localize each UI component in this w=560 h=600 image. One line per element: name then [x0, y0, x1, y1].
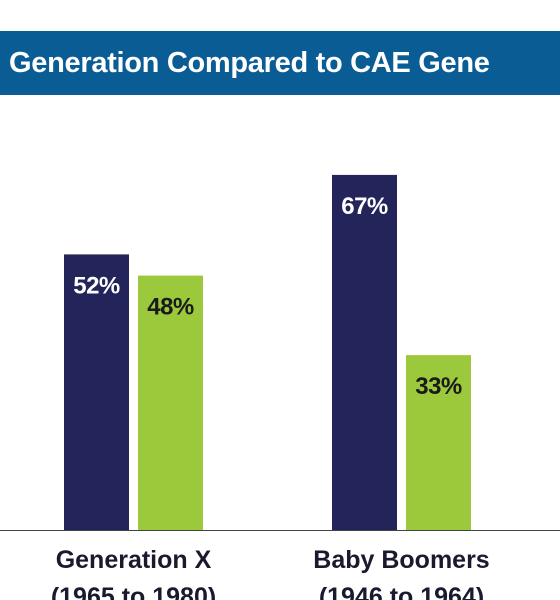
- bar-s1-c0: [138, 275, 203, 530]
- category-sublabel: (1946 to 1964): [319, 583, 484, 600]
- category-label: Generation X: [56, 546, 212, 574]
- bar-value-label: 67%: [341, 193, 388, 220]
- bar-s0-c1: [332, 174, 397, 530]
- bar-value-label: 52%: [73, 272, 120, 299]
- bar-value-label: 48%: [147, 294, 194, 321]
- category-label: Baby Boomers: [313, 546, 489, 574]
- chart-title: Generation Compared to CAE Gene: [9, 47, 490, 79]
- bar-s1-c1: [406, 355, 471, 530]
- category-sublabel: (1965 to 1980): [51, 583, 216, 600]
- bar-s0-c0: [64, 254, 129, 530]
- bar-value-label: 33%: [415, 373, 462, 400]
- title-banner: Generation Compared to CAE Gene: [0, 31, 560, 95]
